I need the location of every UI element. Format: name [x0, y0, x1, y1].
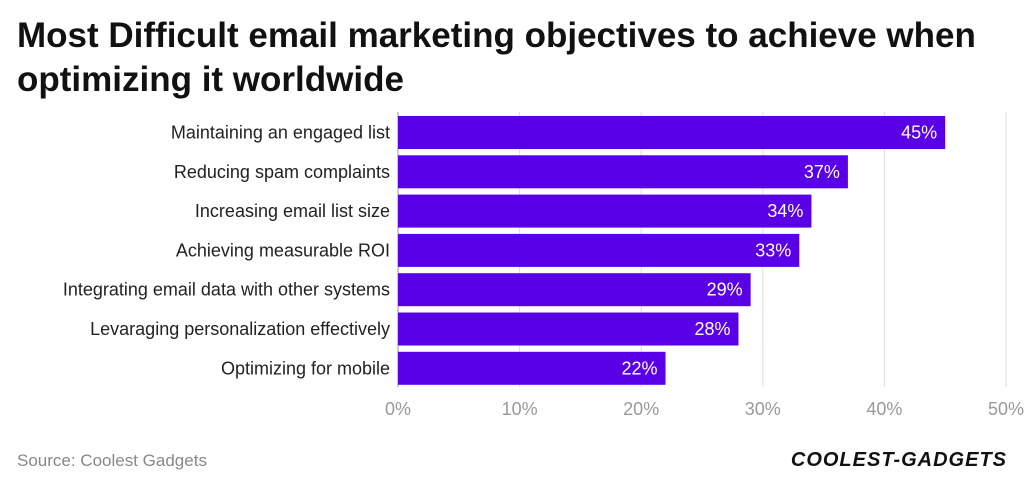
- bar: [398, 273, 751, 307]
- category-label: Levaraging personalization effectively: [90, 319, 390, 339]
- x-tick-label: 0%: [385, 399, 411, 419]
- bar-value-label: 33%: [755, 240, 791, 260]
- bar-value-label: 22%: [621, 358, 657, 378]
- bar-value-label: 34%: [767, 201, 803, 221]
- category-label: Integrating email data with other system…: [63, 280, 390, 300]
- bar: [398, 351, 666, 385]
- bar: [398, 312, 739, 346]
- brand-logo: COOLEST-GADGETS: [790, 449, 1007, 471]
- x-tick-label: 20%: [623, 399, 659, 419]
- x-tick-label: 40%: [866, 399, 902, 419]
- bar: [398, 233, 800, 267]
- bar-value-label: 29%: [707, 280, 743, 300]
- category-label: Optimizing for mobile: [221, 358, 390, 378]
- bar-value-label: 28%: [694, 319, 730, 339]
- x-axis-ticks: 0% 10% 20% 30% 40% 50%: [385, 399, 1024, 419]
- chart-title: Most Difficult email marketing objective…: [17, 16, 976, 99]
- x-tick-label: 30%: [745, 399, 781, 419]
- bar: [398, 155, 848, 189]
- bars: 45% 37%34% 33% 29% 28% 22%: [398, 116, 946, 385]
- bar-value-label: 45%: [901, 123, 937, 143]
- category-label: Maintaining an engaged list: [171, 123, 390, 143]
- x-tick-label: 50%: [988, 399, 1024, 419]
- bar: [398, 194, 812, 228]
- bar: [398, 116, 946, 149]
- bar-value-label: 37%: [804, 162, 840, 182]
- category-label: Reducing spam complaints: [174, 162, 390, 182]
- source-note: Source: Coolest Gadgets: [17, 451, 207, 470]
- x-tick-label: 10%: [502, 399, 538, 419]
- category-label: Increasing email list size: [195, 201, 390, 221]
- category-label: Achieving measurable ROI: [176, 240, 390, 260]
- category-labels: Maintaining an engaged list Reducing spam…: [63, 123, 390, 379]
